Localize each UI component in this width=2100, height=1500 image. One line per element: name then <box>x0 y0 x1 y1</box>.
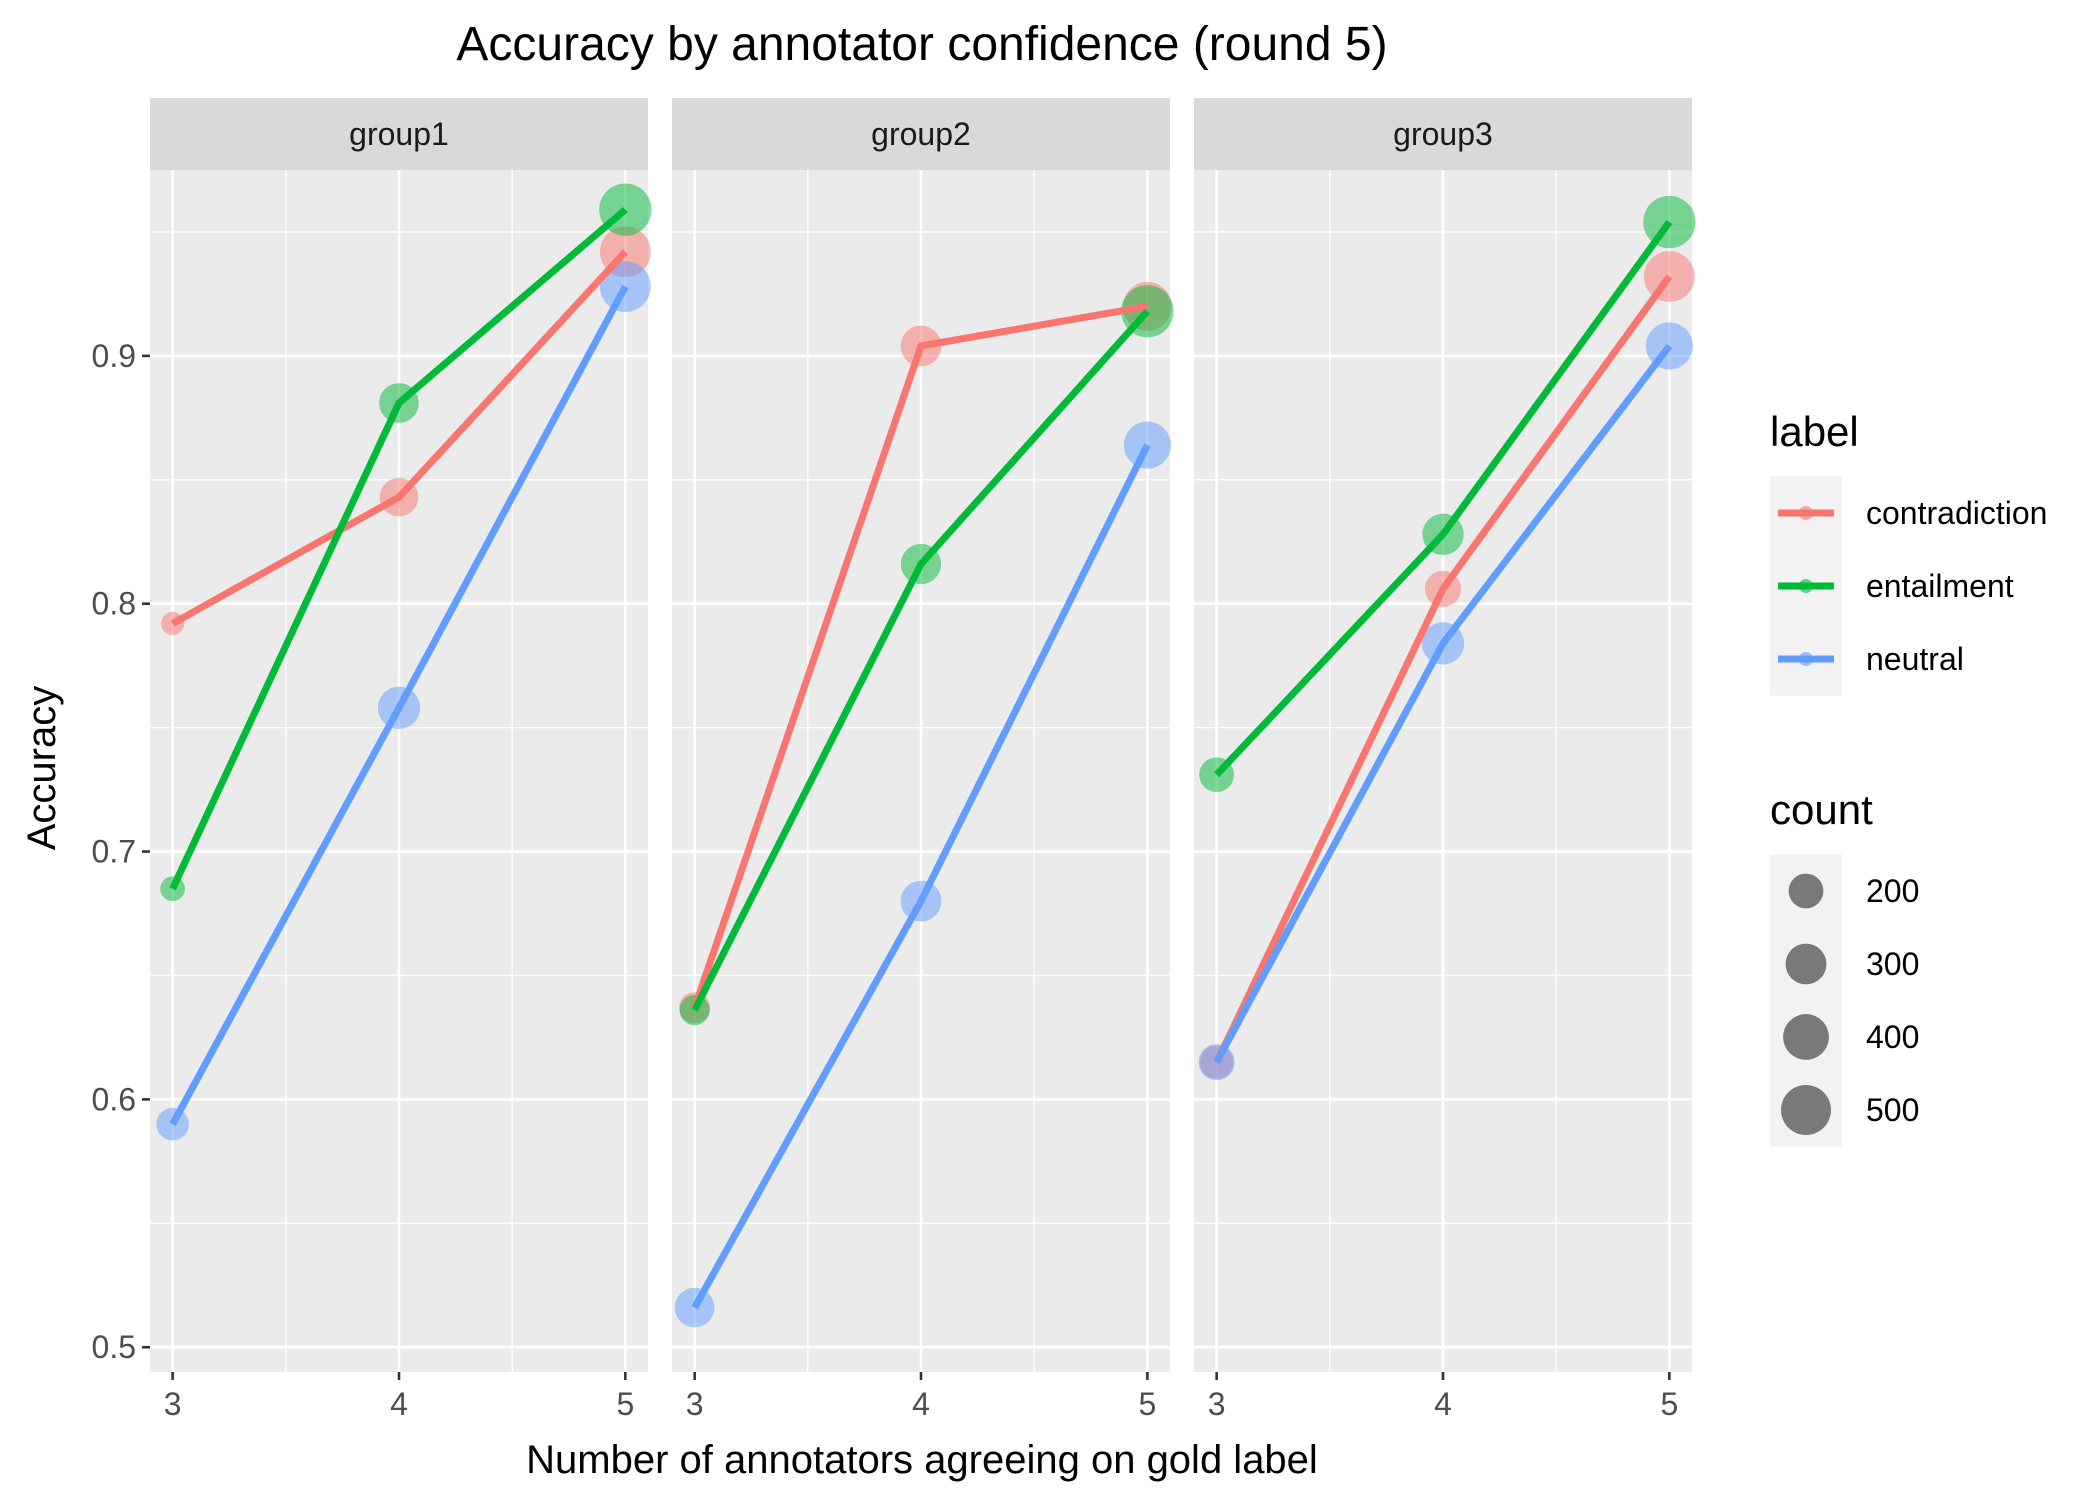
strip-group3 <box>1194 98 1692 170</box>
legend-size-point <box>1783 1014 1829 1060</box>
line-neutral <box>1213 343 1673 1064</box>
line-contradiction <box>1213 274 1673 1064</box>
legend-size-label: 400 <box>1866 1019 1919 1055</box>
legend-title-label: label <box>1770 408 1859 455</box>
legend-size-label: 200 <box>1866 873 1919 909</box>
chart-title: Accuracy by annotator confidence (round … <box>456 18 1387 71</box>
strip-label: group1 <box>349 116 449 152</box>
lines <box>691 302 1151 1310</box>
x-axis-title: Number of annotators agreeing on gold la… <box>526 1438 1318 1482</box>
x-tick-label: 3 <box>686 1386 704 1422</box>
y-axis: 0.5 0.6 0.7 0.8 0.9 <box>92 338 150 1365</box>
legend-size-point <box>1785 943 1827 985</box>
legend-label-entailment: entailment <box>1866 568 2014 604</box>
line-contradiction <box>170 249 628 627</box>
legend-key-point-neutral <box>1799 652 1813 666</box>
legend-size-label: 300 <box>1866 946 1919 982</box>
y-tick-label: 0.7 <box>92 834 136 870</box>
point-neutral <box>156 1107 189 1141</box>
line-entailment <box>691 308 1150 1012</box>
x-tick-label: 4 <box>912 1386 930 1422</box>
x-tick-label: 5 <box>616 1386 634 1422</box>
x-tick-label: 3 <box>164 1386 182 1422</box>
legend-title-count: count <box>1770 786 1873 833</box>
panel-group1: group1 3 4 5 <box>150 98 652 1422</box>
x-tick-label: 4 <box>1434 1386 1452 1422</box>
line-entailment <box>1214 219 1673 778</box>
panel-group2: group2 3 4 5 <box>672 98 1174 1422</box>
line-neutral <box>691 443 1151 1310</box>
x-tick-label: 4 <box>390 1386 408 1422</box>
panel-group3: group3 3 4 5 <box>1194 98 1696 1422</box>
line-neutral <box>169 284 629 1126</box>
legend-label-neutral: neutral <box>1866 641 1964 677</box>
legend-key-point-entailment <box>1799 579 1813 593</box>
strip-group2 <box>672 98 1170 170</box>
y-tick-label: 0.5 <box>92 1329 136 1365</box>
legend-size-point <box>1781 1085 1831 1135</box>
line-entailment <box>169 206 628 891</box>
lines <box>169 206 629 1126</box>
point-neutral <box>674 1287 715 1328</box>
legend-key-point-contradiction <box>1799 506 1813 520</box>
legend-label-contradiction: contradiction <box>1866 495 2047 531</box>
lines <box>1213 219 1673 1064</box>
x-tick-label: 5 <box>1138 1386 1156 1422</box>
y-tick-label: 0.6 <box>92 1081 136 1117</box>
legend: label contradiction entailment neutral count… <box>1770 408 2047 1147</box>
x-tick-label: 5 <box>1660 1386 1678 1422</box>
legend-size-point <box>1788 873 1824 909</box>
strip-label: group3 <box>1393 116 1493 152</box>
legend-size-label: 500 <box>1866 1092 1919 1128</box>
y-tick-label: 0.9 <box>92 338 136 374</box>
y-axis-title: Accuracy <box>20 686 64 851</box>
strip-group1 <box>150 98 648 170</box>
y-tick-label: 0.8 <box>92 586 136 622</box>
x-tick-label: 3 <box>1208 1386 1226 1422</box>
strip-label: group2 <box>871 116 971 152</box>
line-contradiction <box>691 302 1148 1009</box>
